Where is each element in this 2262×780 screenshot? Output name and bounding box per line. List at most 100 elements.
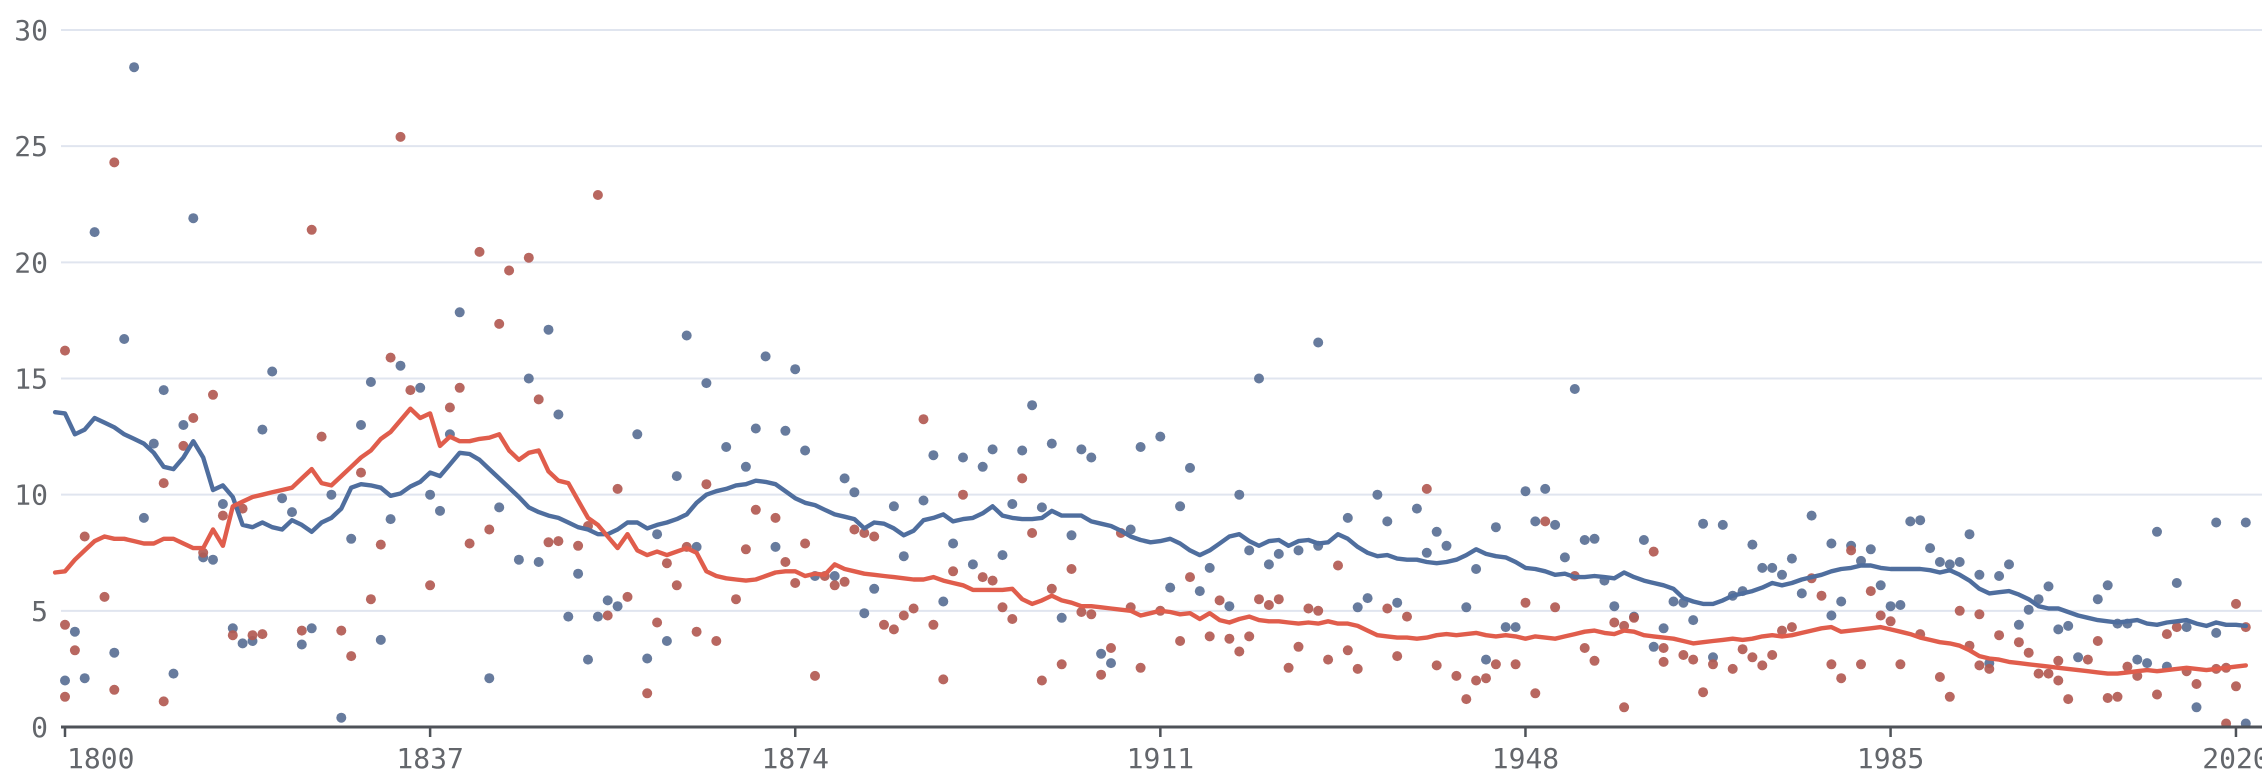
red-series-scatter-point (1096, 669, 1107, 680)
red-series-scatter-point (405, 385, 416, 396)
blue-series-scatter-point (780, 425, 791, 436)
red-series-scatter-point (1550, 602, 1561, 613)
blue-series-scatter-point (1510, 622, 1521, 633)
blue-series-scatter-point (425, 489, 436, 500)
blue-series-scatter-point (2073, 652, 2084, 663)
blue-series-scatter-point (1609, 601, 1620, 612)
blue-series-scatter-point (237, 638, 248, 649)
red-series-scatter-point (2171, 622, 2182, 633)
blue-series-scatter-point (79, 673, 90, 684)
red-series-scatter-point (523, 252, 534, 263)
red-series-scatter-point (346, 651, 357, 662)
blue-series-scatter-point (543, 324, 554, 335)
blue-series-scatter-point (168, 668, 179, 679)
blue-series-scatter-point (326, 489, 337, 500)
blue-series-scatter-point (2181, 622, 2192, 633)
blue-series-scatter-point (1007, 499, 1018, 509)
blue-series-scatter-point (987, 444, 998, 455)
red-series-trend-line (52, 406, 2249, 676)
red-series-scatter-point (879, 619, 889, 630)
blue-series-scatter-point (129, 62, 140, 73)
red-series-scatter-point (1204, 631, 1215, 642)
blue-series-scatter-point (1392, 597, 1403, 608)
blue-series-scatter-point (977, 461, 988, 472)
x-axis-tick-label: 2020 (2202, 742, 2262, 775)
red-series-scatter-point (365, 594, 376, 605)
red-series-scatter-point (740, 544, 751, 555)
red-series-scatter-point (454, 382, 465, 393)
red-series-scatter-point (1895, 659, 1906, 670)
blue-series-scatter-point (217, 499, 228, 509)
blue-series-scatter-point (395, 360, 406, 371)
blue-series-scatter-point (375, 634, 386, 645)
blue-series-scatter-point (839, 473, 850, 484)
blue-series-scatter-point (661, 636, 672, 646)
blue-series-scatter-point (829, 571, 840, 581)
red-series-scatter-point (1747, 652, 1758, 663)
red-series-scatter-point (1382, 603, 1393, 614)
blue-series-scatter-point (1362, 593, 1373, 604)
blue-series-scatter-point (1944, 559, 1955, 570)
blue-series-scatter-point (1352, 602, 1363, 613)
y-axis-tick-label: 30 (14, 14, 48, 47)
red-series-scatter-point (69, 645, 80, 656)
blue-series-scatter-point (2092, 594, 2103, 605)
blue-series-scatter-point (869, 583, 880, 594)
blue-series-scatter-point (1036, 502, 1047, 513)
red-series-scatter-point (227, 630, 238, 641)
red-series-scatter-point (1402, 611, 1412, 622)
red-series-scatter-point (2122, 661, 2133, 672)
red-series-scatter-point (691, 626, 702, 637)
blue-series-scatter-point (1066, 530, 1077, 541)
blue-series-scatter-point (1372, 489, 1383, 500)
blue-series-scatter-point (652, 529, 663, 540)
blue-series-scatter-point (148, 438, 159, 449)
red-series-scatter-point (1698, 687, 1709, 698)
blue-series-scatter-point (790, 364, 801, 375)
blue-series-scatter-point (208, 554, 218, 565)
blue-series-scatter-point (60, 675, 70, 686)
red-series-scatter-point (1283, 662, 1294, 673)
blue-series-scatter-point (306, 623, 317, 634)
red-series-scatter-point (1481, 673, 1491, 684)
red-series-scatter-point (425, 580, 436, 591)
y-axis-tick-label: 25 (14, 130, 48, 163)
red-series-scatter-point (395, 131, 406, 142)
red-series-scatter-point (1303, 603, 1314, 614)
blue-series-scatter-point (365, 377, 376, 387)
red-series-scatter-point (60, 345, 70, 356)
blue-series-scatter-point (1027, 400, 1038, 411)
red-series-scatter-point (356, 467, 366, 478)
blue-series-scatter-point (1441, 540, 1452, 551)
red-series-scatter-point (1224, 633, 1235, 644)
blue-series-scatter-point (1471, 564, 1482, 574)
blue-series-scatter-point (583, 654, 593, 665)
red-series-scatter-point (1293, 641, 1304, 652)
blue-series-scatter-point (1056, 612, 1067, 623)
blue-series-scatter-point (109, 647, 120, 658)
blue-series-scatter-point (721, 442, 732, 452)
blue-series-scatter-point (563, 611, 574, 622)
red-series-scatter-point (2191, 679, 2202, 689)
red-series-scatter-point (997, 602, 1008, 613)
blue-series-scatter-point (997, 550, 1008, 561)
blue-series-scatter-point (296, 639, 307, 650)
red-series-scatter-point (908, 603, 919, 614)
blue-series-scatter-point (1865, 544, 1876, 555)
red-series-scatter-point (711, 636, 722, 646)
blue-series-scatter-point (1017, 445, 1028, 456)
blue-series-scatter-point (227, 623, 238, 634)
red-series-scatter-point (336, 625, 347, 636)
red-series-scatter-point (1836, 673, 1847, 684)
red-series-scatter-point (1263, 600, 1274, 610)
blue-series-scatter-point (671, 471, 682, 482)
blue-series-scatter-point (385, 514, 396, 525)
red-series-scatter-point (1036, 675, 1047, 686)
red-series-scatter-point (296, 625, 307, 636)
red-series-scatter-point (780, 557, 791, 567)
red-series-scatter-point (1727, 663, 1738, 674)
blue-series-scatter-point (1273, 548, 1284, 559)
blue-series-scatter-point (2033, 594, 2044, 605)
blue-series-scatter-point (346, 533, 357, 544)
